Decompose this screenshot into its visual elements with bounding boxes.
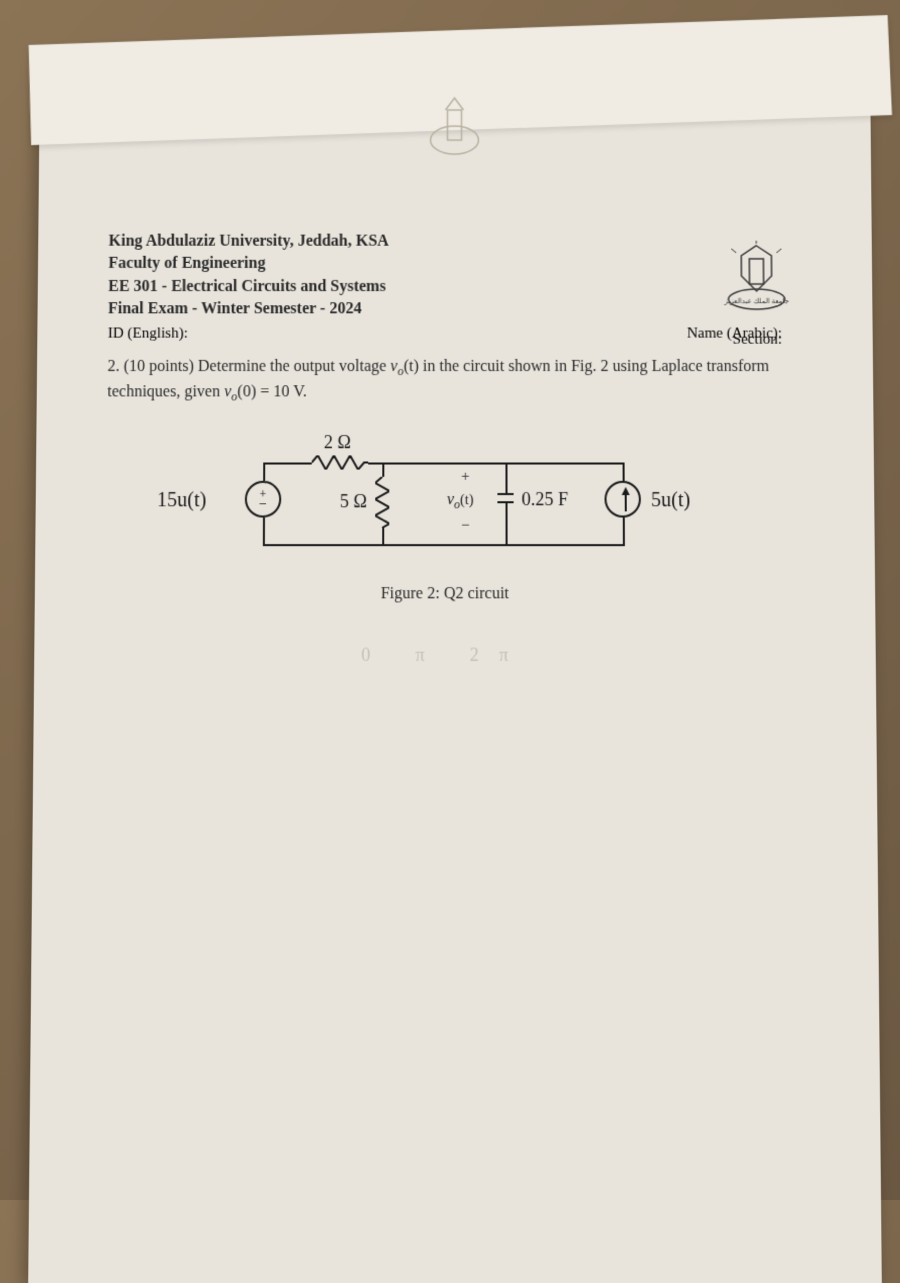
section-label: Section: — [733, 332, 783, 349]
course-name: EE 301 - Electrical Circuits and Systems — [108, 276, 782, 299]
university-name: King Abdulaziz University, Jeddah, KSA — [108, 231, 781, 254]
vo-plus: + — [461, 469, 470, 486]
current-source — [604, 481, 641, 518]
faculty-name: Faculty of Engineering — [108, 253, 781, 276]
resistor-5ohm — [375, 477, 389, 528]
current-source-label: 5u(t) — [651, 489, 690, 512]
ic-eq: = 10 V. — [256, 384, 307, 401]
id-label: ID (English): — [108, 325, 188, 342]
circuit-diagram: + − 15u(t) 2 Ω 5 Ω + vo(t) − — [162, 432, 729, 565]
bleed-through-text: 0 π 2π — [105, 645, 784, 667]
wire — [623, 518, 625, 547]
wire — [382, 463, 384, 477]
wire — [263, 463, 265, 481]
exam-paper: جامعة الملك عبدالعزيز King Abdulaziz Uni… — [28, 60, 882, 1283]
vo-minus: − — [461, 518, 470, 535]
r2-label: 5 Ω — [340, 491, 367, 512]
circuit-figure: + − 15u(t) 2 Ω 5 Ω + vo(t) − — [106, 432, 784, 603]
wire — [382, 528, 384, 546]
wire — [505, 463, 507, 494]
exam-header: King Abdulaziz University, Jeddah, KSA F… — [108, 231, 782, 343]
vo-t: (t) — [460, 493, 473, 508]
vo-ic-arg: (0) — [237, 384, 256, 401]
question-text-1: Determine the output voltage — [198, 357, 390, 374]
r1-label: 2 Ω — [324, 432, 351, 453]
resistor-2ohm — [312, 455, 369, 469]
cap-label: 0.25 F — [522, 489, 569, 510]
vsource-minus: − — [259, 497, 267, 513]
vo-output-label: vo(t) — [447, 491, 474, 513]
wire — [505, 463, 624, 465]
vo-arg: (t) — [404, 357, 419, 374]
wire — [506, 503, 508, 546]
wire — [368, 463, 435, 465]
question-2: 2. (10 points) Determine the output volt… — [107, 354, 782, 406]
vo-var: v — [390, 357, 397, 374]
wire — [435, 463, 506, 465]
wire — [623, 463, 625, 481]
vsrc-value: 15u(t) — [157, 489, 207, 511]
question-points: (10 points) — [124, 357, 194, 374]
voltage-source: + − — [245, 481, 282, 518]
exam-title: Final Exam - Winter Semester - 2024 — [108, 298, 782, 321]
university-seal-top — [427, 90, 482, 160]
voltage-source-label: 15u(t) — [157, 489, 207, 512]
figure-caption: Figure 2: Q2 circuit — [381, 585, 509, 603]
wire — [263, 463, 311, 465]
question-number: 2. — [107, 357, 119, 374]
wire — [263, 518, 265, 547]
wire — [263, 544, 625, 546]
id-name-row: ID (English): Name (Arabic): — [108, 325, 782, 342]
